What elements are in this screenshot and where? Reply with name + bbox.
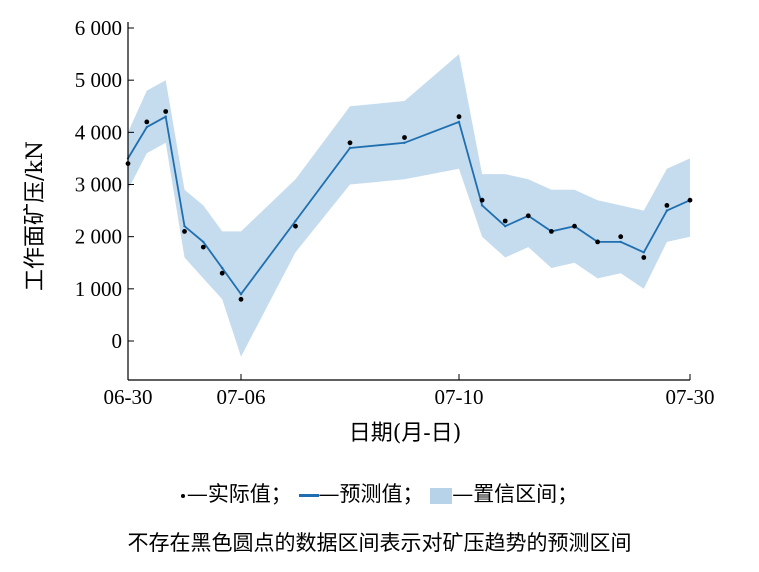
x-tick-label: 07-06 <box>217 385 266 409</box>
prediction-point <box>183 225 186 228</box>
legend-predicted-label: —预测值； <box>318 482 424 506</box>
prediction-point <box>145 125 148 129</box>
actual-point <box>402 135 407 140</box>
legend-interval-label: —置信区间； <box>452 482 579 506</box>
prediction-point <box>480 204 484 207</box>
y-axis-label: 工作面矿压/kN <box>23 141 48 291</box>
actual-point <box>664 203 670 208</box>
prediction-point <box>164 115 167 118</box>
y-tick-label: 1 000 <box>75 277 122 301</box>
actual-point <box>641 255 647 260</box>
y-tick-label: 2 000 <box>75 225 122 249</box>
prediction-point <box>221 266 224 270</box>
actual-point <box>687 197 693 203</box>
prediction-point <box>619 240 622 244</box>
chart-note: 不存在黑色圆点的数据区间表示对矿压趋势的预测区间 <box>127 531 632 555</box>
prediction-point <box>239 292 243 296</box>
legend: —实际值； —预测值； —置信区间； <box>0 478 759 508</box>
x-tick-label: 07-30 <box>666 385 715 409</box>
y-tick-label: 5 000 <box>75 68 122 92</box>
actual-point <box>502 218 508 224</box>
prediction-point <box>504 225 507 228</box>
actual-point <box>293 223 298 229</box>
actual-dots-layer <box>125 109 693 302</box>
actual-point <box>549 229 554 234</box>
x-ticks: 06-30 07-06 07-10 07-30 <box>104 374 715 409</box>
legend-actual: —实际值； <box>180 478 292 508</box>
prediction-point <box>348 146 352 150</box>
actual-point <box>479 197 485 203</box>
x-tick-label: 06-30 <box>104 385 153 409</box>
x-axis-label: 日期(月-日) <box>349 421 462 446</box>
prediction-point <box>294 219 297 223</box>
y-tick-label: 3 000 <box>75 173 122 197</box>
actual-point <box>347 140 353 146</box>
actual-point <box>456 114 462 120</box>
prediction-point <box>403 141 406 144</box>
prediction-point <box>642 251 645 254</box>
legend-actual-label: —实际值； <box>186 482 292 506</box>
prediction-point <box>457 120 461 124</box>
confidence-band <box>128 54 690 357</box>
y-ticks: 0 1 000 2 000 3 000 4 000 5 000 6 000 <box>75 16 134 353</box>
legend-interval-swatch <box>430 487 453 504</box>
legend-predicted: —预测值； <box>298 478 424 508</box>
actual-point <box>200 244 206 250</box>
actual-point <box>572 223 577 229</box>
actual-point <box>144 119 150 125</box>
y-tick-label: 0 <box>112 329 123 353</box>
actual-point <box>219 270 225 276</box>
actual-point <box>595 239 600 245</box>
actual-point <box>525 213 531 219</box>
y-tick-label: 4 000 <box>75 120 122 144</box>
actual-point <box>618 234 624 240</box>
chart: 0 1 000 2 000 3 000 4 000 5 000 6 000 06-30 07-… <box>23 16 715 446</box>
y-tick-label: 6 000 <box>75 16 122 40</box>
axes <box>127 22 690 381</box>
prediction-point <box>665 209 669 212</box>
actual-point <box>163 109 169 114</box>
confidence-band-layer <box>128 54 690 357</box>
x-tick-label: 07-10 <box>435 385 484 409</box>
legend-interval: —置信区间； <box>430 478 578 508</box>
actual-point <box>238 296 244 302</box>
legend-predicted-swatch <box>298 494 319 497</box>
prediction-point <box>202 240 205 244</box>
actual-point <box>182 229 187 234</box>
legend-actual-swatch <box>180 493 185 498</box>
